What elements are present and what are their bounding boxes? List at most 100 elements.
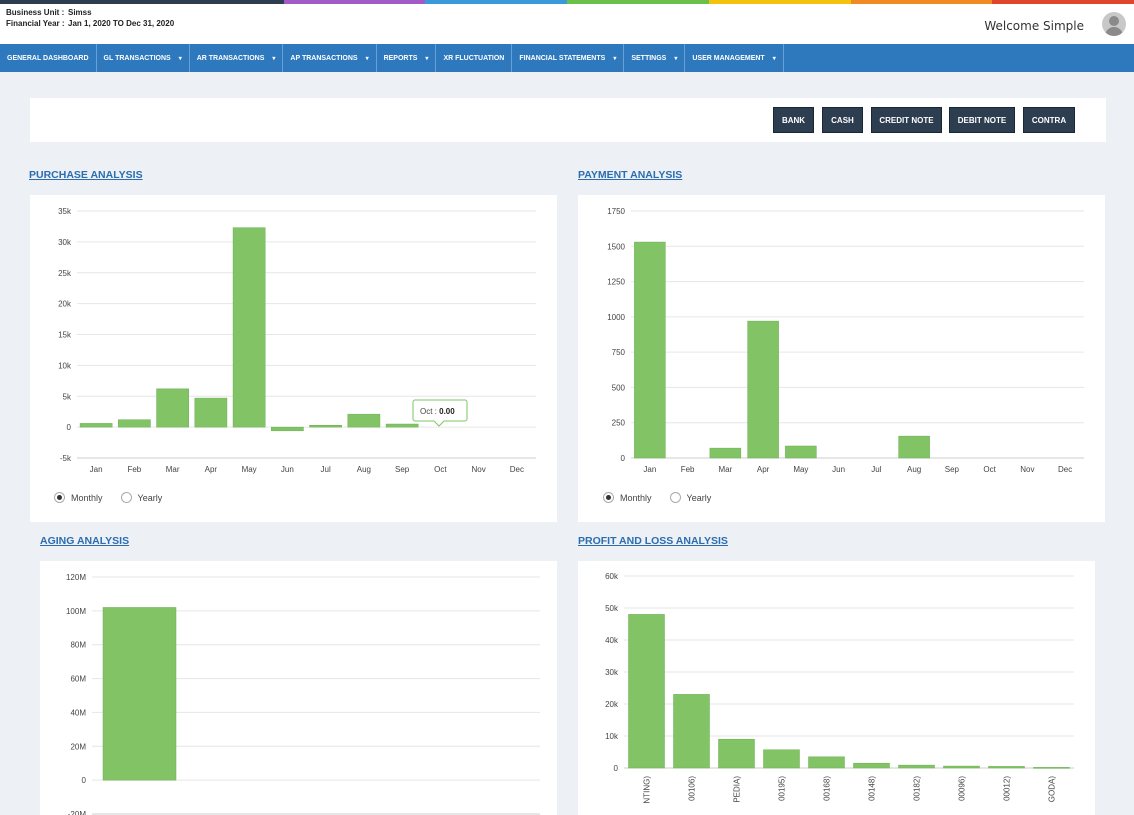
chart-bar — [898, 435, 930, 459]
profit-loss-analysis-title[interactable]: PROFIT AND LOSS ANALYSIS — [578, 535, 728, 547]
contra-button[interactable]: CONTRA — [1023, 107, 1075, 133]
payment-analysis-title[interactable]: PAYMENT ANALYSIS — [578, 169, 683, 181]
radio-selected-icon — [54, 492, 65, 503]
chevron-down-icon: ▾ — [178, 55, 182, 62]
x-tick-label: 00106) — [688, 776, 697, 801]
financial-year-label: Financial Year : — [6, 19, 65, 28]
chevron-down-icon: ▾ — [674, 55, 678, 62]
y-tick-label: 0 — [82, 776, 87, 785]
stripe-segment — [708, 0, 851, 4]
y-tick-label: 1750 — [607, 207, 625, 216]
tooltip-box — [412, 399, 468, 427]
chart-bar — [102, 607, 177, 781]
user-avatar-icon[interactable] — [1102, 12, 1126, 36]
y-tick-label: 120M — [66, 573, 86, 582]
nav-item-label: USER MANAGEMENT — [692, 54, 765, 62]
nav-item-label: FINANCIAL STATEMENTS — [519, 54, 606, 62]
monthly-radio[interactable]: Monthly — [603, 492, 652, 503]
stripe-segment — [425, 0, 567, 4]
nav-item-reports[interactable]: REPORTS ▾ — [377, 44, 437, 72]
debit-note-button[interactable]: DEBIT NOTE — [949, 107, 1015, 133]
chart-bar — [747, 320, 779, 459]
x-tick-label: 00148) — [868, 776, 877, 801]
x-tick-label: Aug — [907, 465, 921, 474]
aging-analysis-title[interactable]: AGING ANALYSIS — [40, 535, 130, 547]
chart-bar — [628, 614, 665, 769]
yearly-radio[interactable]: Yearly — [120, 492, 162, 503]
nav-item-general-dashboard[interactable]: GENERAL DASHBOARD — [0, 44, 97, 72]
chart-bar — [271, 426, 304, 432]
nav-item-gl-transactions[interactable]: GL TRANSACTIONS ▾ — [97, 44, 190, 72]
nav-item-user-management[interactable]: USER MANAGEMENT ▾ — [685, 44, 784, 72]
x-tick-label: PEDIA) — [733, 776, 742, 803]
chart-bar — [156, 388, 189, 428]
x-tick-label: NTING) — [643, 776, 652, 804]
nav-item-label: GENERAL DASHBOARD — [7, 54, 89, 62]
x-tick-label: Oct — [983, 465, 996, 474]
x-tick-label: May — [242, 465, 257, 474]
nav-item-settings[interactable]: SETTINGS ▾ — [624, 44, 686, 72]
stripe-segment — [850, 0, 993, 4]
nav-item-financial-statements[interactable]: FINANCIAL STATEMENTS ▾ — [512, 44, 625, 72]
y-tick-label: 60k — [605, 572, 619, 581]
stripe-segment — [567, 0, 709, 4]
x-tick-label: Mar — [166, 465, 180, 474]
y-tick-label: 20M — [70, 742, 86, 751]
payment-analysis-panel: 0 250 500 750 1000 1250 1500 1750 Jan Feb Mar Apr Ma… — [578, 195, 1105, 522]
profit-loss-analysis-chart: 0 10k 20k 30k 40k 50k 60k NTING) 00106) PEDIA) 001… — [605, 572, 1074, 804]
x-tick-label: 00012) — [1003, 776, 1012, 801]
y-tick-label: 0 — [614, 764, 619, 773]
x-tick-label: May — [793, 465, 808, 474]
x-tick-label: Nov — [1020, 465, 1034, 474]
aging-analysis-chart: -20M 0 20M 40M 60M 80M 100M 120M — [66, 573, 540, 815]
cash-button[interactable]: CASH — [822, 107, 863, 133]
x-tick-label: Mar — [718, 465, 732, 474]
x-tick-label: Feb — [127, 465, 141, 474]
y-tick-label: 50k — [605, 604, 619, 613]
y-tick-label: 1250 — [607, 278, 625, 287]
y-tick-label: 10k — [605, 732, 619, 741]
yearly-radio[interactable]: Yearly — [669, 492, 711, 503]
stripe-segment — [0, 0, 142, 4]
x-tick-label: Jul — [321, 465, 331, 474]
purchase-analysis-title[interactable]: PURCHASE ANALYSIS — [29, 169, 143, 181]
x-tick-label: Nov — [472, 465, 486, 474]
y-tick-label: 10k — [58, 361, 72, 370]
chart-bar — [309, 425, 342, 428]
nav-item-ar-transactions[interactable]: AR TRANSACTIONS ▾ — [190, 44, 284, 72]
y-tick-label: 15k — [58, 331, 72, 340]
x-tick-label: Feb — [681, 465, 695, 474]
y-tick-label: 20k — [605, 700, 619, 709]
nav-item-label: REPORTS — [383, 54, 418, 62]
y-tick-label: 40M — [70, 708, 86, 717]
y-tick-label: -20M — [68, 810, 87, 815]
x-tick-label: Jul — [871, 465, 881, 474]
nav-item-xr-fluctuation[interactable]: XR FLUCTUATION — [436, 44, 513, 72]
chevron-down-icon: ▾ — [425, 55, 429, 62]
purchase-analysis-chart: -5k 0 5k 10k 15k 20k 25k 30k 35k Jan Feb Mar Apr May J… — [58, 207, 536, 474]
credit-note-button[interactable]: CREDIT NOTE — [871, 107, 942, 133]
nav-item-label: GL TRANSACTIONS — [103, 54, 171, 62]
x-tick-label: Dec — [510, 465, 524, 474]
chevron-down-icon: ▾ — [365, 55, 369, 62]
chart-bar — [718, 738, 755, 769]
top-color-stripe — [0, 0, 1134, 4]
chevron-down-icon: ▾ — [272, 55, 276, 62]
profit-loss-analysis-panel: 0 10k 20k 30k 40k 50k 60k NTING) 00106) PEDIA) 001… — [578, 561, 1095, 815]
main-nav: GENERAL DASHBOARD GL TRANSACTIONS ▾ AR TRAN… — [0, 44, 1134, 72]
chart-bar — [808, 756, 845, 769]
business-info: Business Unit : Simss Financial Year : Jan… — [6, 7, 174, 29]
bank-button[interactable]: BANK — [773, 107, 814, 133]
y-tick-label: 500 — [612, 383, 626, 392]
y-tick-label: 100M — [66, 607, 86, 616]
x-tick-label: Jun — [832, 465, 845, 474]
nav-item-label: AR TRANSACTIONS — [196, 54, 265, 62]
y-tick-label: 35k — [58, 207, 72, 216]
monthly-radio[interactable]: Monthly — [54, 492, 103, 503]
y-tick-label: 1000 — [607, 313, 625, 322]
y-tick-label: -5k — [60, 454, 72, 463]
nav-item-ap-transactions[interactable]: AP TRANSACTIONS ▾ — [283, 44, 377, 72]
x-tick-label: Sep — [945, 465, 960, 474]
chart-bar — [988, 766, 1025, 769]
y-tick-label: 80M — [70, 641, 86, 650]
